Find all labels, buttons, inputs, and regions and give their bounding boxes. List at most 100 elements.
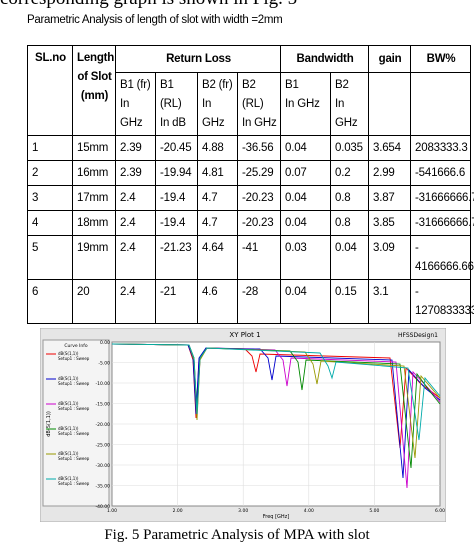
table-cell: -21 [155, 279, 198, 324]
x-tick-label: 1.00 [107, 508, 117, 514]
y-tick-label: -40.00 [95, 504, 110, 510]
table-cell: 4 [27, 210, 73, 236]
legend-entry: dB(S(1,1)) Setup1 : Sweep [58, 376, 90, 386]
header-cell: SL.no [27, 45, 73, 136]
table-row: 4 18mm 2.4 -19.4 4.7 -20.23 0.04 0.8 3.85 -316666… [27, 210, 474, 236]
header-cell: BW% [410, 45, 472, 73]
y-tick-label: -30.00 [95, 463, 110, 469]
table-cell: -20.23 [236, 210, 282, 236]
table-row: 5 19mm 2.4 -21.23 4.64 -41 0.03 0.04 3.09- 41666… [27, 235, 474, 280]
table-cell: -541666.6 [410, 160, 472, 186]
y-tick-label: -10.00 [95, 381, 110, 387]
table-cell: -28 [236, 279, 282, 324]
table-cell: 2.39 [115, 135, 156, 161]
table-cell: -19.4 [155, 210, 198, 236]
table-cell: 0.07 [280, 160, 332, 186]
table-cell: -19.94 [155, 160, 198, 186]
table-cell: 6 [27, 279, 73, 324]
table-cell: 2.4 [115, 185, 156, 211]
legend-entry: dB(S(1,1)) Setup1 : Sweep [58, 451, 90, 461]
legend-title: Curve Info [64, 343, 87, 349]
table-cell: 4.88 [197, 135, 238, 161]
table-cell: -20.23 [236, 185, 282, 211]
plot-title: XY Plot 1 [229, 331, 260, 339]
subheader-cell: B1 (fr) In GHz [115, 72, 156, 136]
table-cell: -31666666.7 [410, 185, 474, 211]
legend-entry: dB(S(1,1)) Setup1 : Sweep [58, 351, 90, 361]
table-cell: 19mm [72, 235, 116, 280]
table-cell: 20 [72, 279, 116, 324]
table-cell: 3.85 [368, 210, 412, 236]
table-cell: 3.09 [368, 235, 412, 280]
table-cell: -36.56 [236, 135, 282, 161]
plot-curves [111, 343, 441, 489]
table-cell: 2.99 [368, 160, 412, 186]
table-cell: -31666666.7 [410, 210, 474, 236]
table-cell: 2.39 [115, 160, 156, 186]
legend-entry: dB(S(1,1)) Setup1 : Sweep [58, 476, 90, 486]
s11-plot: XY Plot 1 HFSSDesign1 Curve Info Freq [G… [40, 328, 446, 522]
table-cell: 4.7 [197, 185, 238, 211]
table-cell: -21.23 [155, 235, 198, 280]
table-cell: -41 [236, 235, 282, 280]
table-cell: 4.7 [197, 210, 238, 236]
table-cell: 2.4 [115, 210, 156, 236]
subheader-cell: B2 In GHz [330, 72, 370, 136]
table-cell: 3.1 [368, 279, 412, 324]
y-tick-label: -15.00 [95, 402, 110, 408]
x-axis-label: Freq [GHz] [263, 514, 290, 520]
table-cell: 4.64 [197, 235, 238, 280]
table-cell: 16mm [72, 160, 116, 186]
table-cell: 3 [27, 185, 73, 211]
table-cell: -19.4 [155, 185, 198, 211]
table-cell: 0.04 [280, 185, 332, 211]
table-cell: 0.04 [330, 235, 370, 280]
subheader-cell: B1 (RL) In dB [155, 72, 198, 136]
table-row: 1 15mm 2.39 -20.45 4.88 -36.56 0.04 0.035 3.654 2… [27, 135, 472, 161]
table-cell: -25.29 [236, 160, 282, 186]
header-cell: gain [368, 45, 412, 73]
table-cell: 0.04 [280, 279, 332, 324]
table-cell: 3.87 [368, 185, 412, 211]
header-cell: Return Loss [114, 45, 282, 73]
table-cell: 0.04 [280, 210, 332, 236]
empty-cell [368, 72, 412, 136]
table-cell: 0.15 [330, 279, 370, 324]
y-axis-label: dB(S(1,1)) [46, 411, 52, 437]
table-cell: - 1270833333 [410, 279, 474, 324]
results-table: SL.no Length of Slot (mm) Return Loss Ba… [27, 45, 474, 324]
subheader-cell: B2 (RL) In GHz [236, 72, 282, 136]
empty-cell [410, 72, 472, 136]
table-cell: 1 [27, 135, 73, 161]
header-cell: Length of Slot (mm) [72, 45, 116, 136]
y-tick-label: 0.00 [100, 340, 110, 346]
table-cell: -20.45 [155, 135, 198, 161]
table-cell: 5 [27, 235, 73, 280]
table-cell: - 4166666.667 [410, 235, 474, 280]
figure-caption: Fig. 5 Parametric Analysis of MPA with s… [104, 527, 370, 543]
table-cell: 0.8 [330, 185, 370, 211]
table-row: 6 20 2.4 -21 4.6 -28 0.04 0.15 3.1- 1270833333 [27, 279, 474, 324]
table-cell: 15mm [72, 135, 116, 161]
x-tick-label: 2.00 [173, 508, 183, 514]
table-cell: 18mm [72, 210, 116, 236]
table-row: 3 17mm 2.4 -19.4 4.7 -20.23 0.04 0.8 3.87 -316666… [27, 185, 474, 211]
x-tick-label: 4.00 [304, 508, 314, 514]
table-cell: 0.04 [280, 135, 332, 161]
legend-entry: dB(S(1,1)) Setup1 : Sweep [58, 426, 90, 436]
table-row: 2 16mm 2.39 -19.94 4.81 -25.29 0.07 0.2 2.99 -541… [27, 160, 472, 186]
y-tick-label: -20.00 [95, 422, 110, 428]
legend-entry: dB(S(1,1)) Setup1 : Sweep [58, 401, 90, 411]
table-cell: 0.03 [280, 235, 332, 280]
plot-design: HFSSDesign1 [398, 332, 438, 339]
table-cell: 0.2 [330, 160, 370, 186]
legend-box [42, 339, 110, 507]
table-cell: 0.8 [330, 210, 370, 236]
table-cell: 2.4 [115, 235, 156, 280]
subheader-cell: B1 In GHz [280, 72, 332, 136]
y-tick-label: -35.00 [95, 484, 110, 490]
x-tick-label: 5.00 [369, 508, 379, 514]
y-tick-label: -5.00 [98, 361, 110, 367]
x-tick-label: 3.00 [238, 508, 248, 514]
